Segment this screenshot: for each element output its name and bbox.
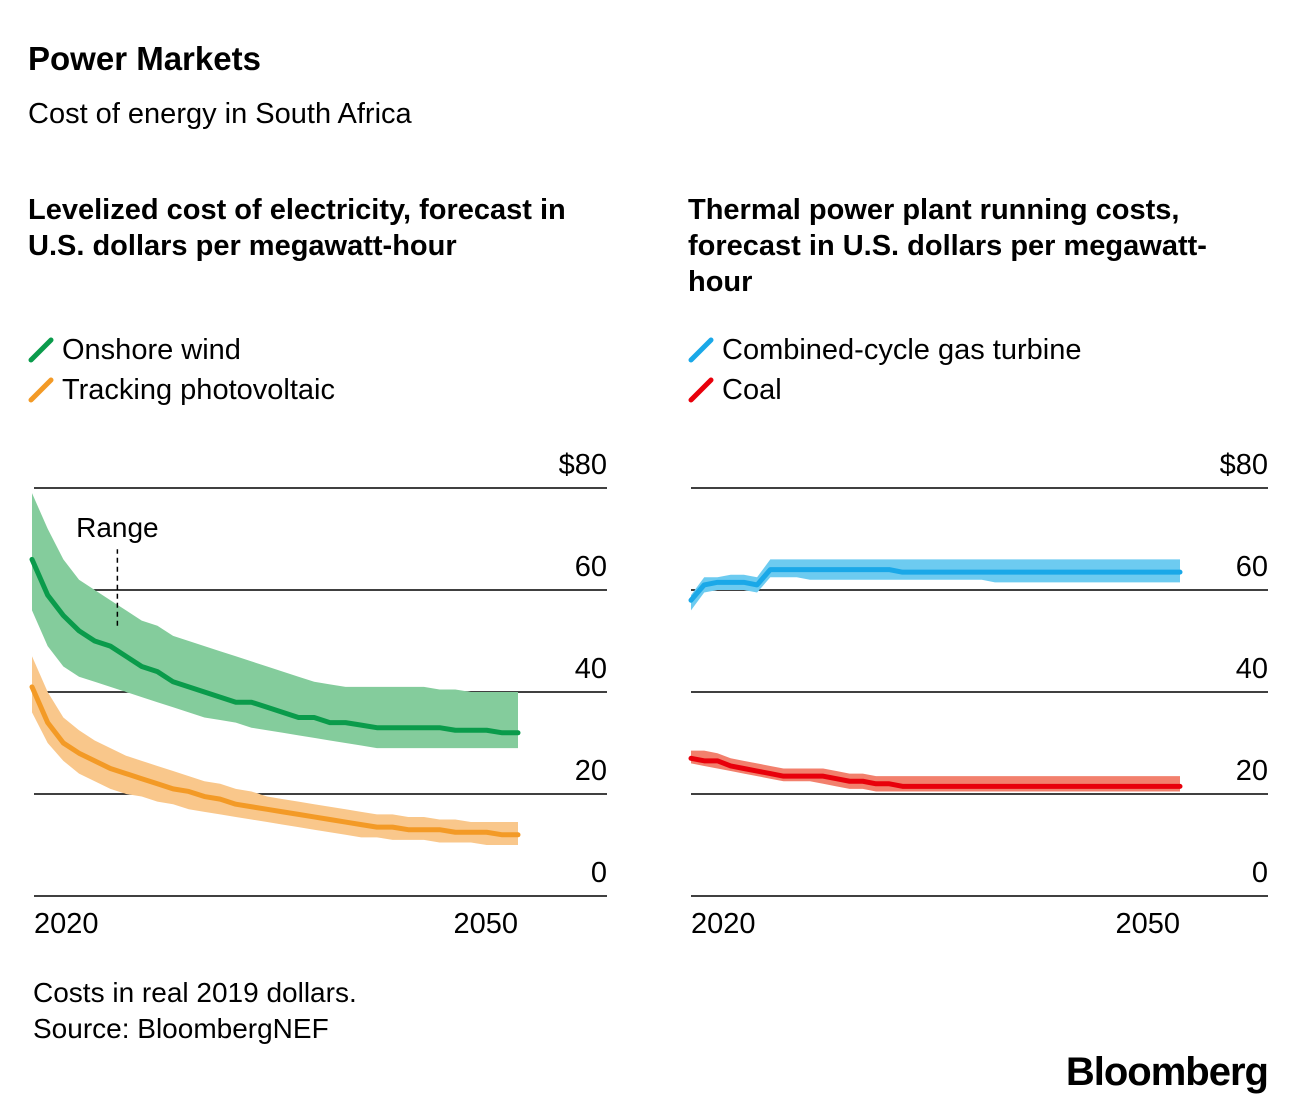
legend-label-gas: Combined-cycle gas turbine [722,333,1082,366]
xtick-label-left-0: 2020 [34,908,99,940]
range-band-gas [691,559,1180,611]
ytick-label-left-2: 40 [575,653,607,685]
legend-label-pv: Tracking photovoltaic [62,373,335,406]
ytick-label-left-1: 20 [575,755,607,787]
legend-item-tracking-pv: Tracking photovoltaic [28,370,335,410]
ytick-label-left-0: 0 [591,857,607,889]
legend-item-coal: Coal [688,370,1081,410]
ytick-label-left-3: 60 [575,551,607,583]
xtick-label-right-1: 2050 [1115,908,1180,940]
legend-item-onshore-wind: Onshore wind [28,330,335,370]
legend-swatch-wind [28,337,54,363]
ytick-label-right-3: 60 [1236,551,1268,583]
left-chart-title: Levelized cost of electricity, forecast … [28,194,566,262]
range-annotation-label: Range [76,512,159,543]
series-line-pv [29,684,521,838]
bloomberg-logo: Bloomberg [1065,1050,1269,1094]
right-legend: Combined-cycle gas turbine Coal [688,330,1081,410]
footnote-note: Costs in real 2019 dollars. [33,977,357,1008]
legend-label-coal: Coal [722,373,782,406]
ytick-label-right-2: 40 [1236,653,1268,685]
legend-swatch-pv [28,377,54,403]
range-band-pv [32,656,518,845]
footnote: Costs in real 2019 dollars. Source: Bloo… [33,975,357,1047]
legend-swatch-coal [688,377,714,403]
series-line-wind [29,556,521,736]
page-subtitle: Cost of energy in South Africa [28,98,412,130]
legend-item-gas-turbine: Combined-cycle gas turbine [688,330,1081,370]
footnote-source: Source: BloombergNEF [33,1013,329,1044]
ytick-label-right-1: 20 [1236,755,1268,787]
ytick-label-right-0: 0 [1252,857,1268,889]
page-title: Power Markets [28,40,261,77]
range-band-coal [691,750,1180,792]
series-line-coal [688,755,1183,789]
range-band-wind [32,493,518,749]
ytick-label-right-4: $80 [1220,449,1268,481]
left-legend: Onshore wind Tracking photovoltaic [28,330,335,410]
right-chart-title: Thermal power plant running costs, forec… [688,194,1207,298]
legend-swatch-gas [688,337,714,363]
xtick-label-right-0: 2020 [691,908,756,940]
ytick-label-left-4: $80 [559,449,607,481]
series-line-gas [688,567,1183,603]
legend-label-wind: Onshore wind [62,333,241,366]
xtick-label-left-1: 2050 [453,908,518,940]
